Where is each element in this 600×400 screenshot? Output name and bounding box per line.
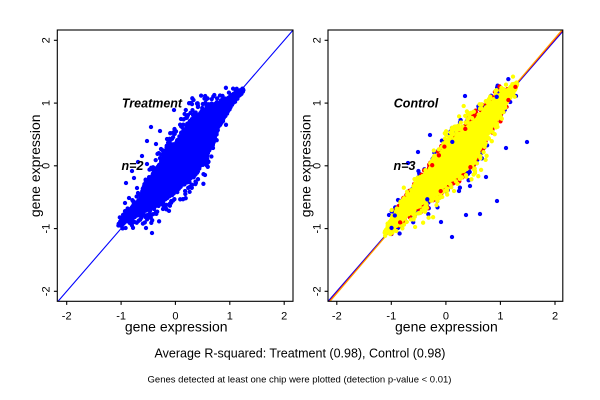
svg-text:n=2: n=2 xyxy=(122,159,144,173)
svg-text:1: 1 xyxy=(227,310,233,322)
svg-text:-1: -1 xyxy=(41,224,53,234)
svg-text:-2: -2 xyxy=(332,310,342,322)
svg-text:1: 1 xyxy=(311,100,323,106)
svg-text:-1: -1 xyxy=(311,224,323,234)
svg-text:Treatment: Treatment xyxy=(122,96,183,110)
svg-text:2: 2 xyxy=(311,37,323,43)
svg-text:gene expression: gene expression xyxy=(125,319,228,335)
svg-text:2: 2 xyxy=(281,310,287,322)
svg-text:Control: Control xyxy=(394,96,439,110)
svg-text:-2: -2 xyxy=(62,310,72,322)
svg-text:-1: -1 xyxy=(116,310,126,322)
svg-text:gene expression: gene expression xyxy=(298,114,314,217)
svg-text:Average R-squared: Treatment (: Average R-squared: Treatment (0.98), Con… xyxy=(155,346,446,360)
svg-text:0: 0 xyxy=(311,163,323,169)
svg-text:-1: -1 xyxy=(386,310,396,322)
svg-text:2: 2 xyxy=(41,37,53,43)
svg-text:Genes detected at least one ch: Genes detected at least one chip were pl… xyxy=(148,375,452,386)
svg-text:0: 0 xyxy=(41,163,53,169)
svg-text:gene expression: gene expression xyxy=(27,114,43,217)
svg-text:1: 1 xyxy=(497,310,503,322)
svg-text:2: 2 xyxy=(552,310,558,322)
svg-text:0: 0 xyxy=(172,310,178,322)
svg-text:gene expression: gene expression xyxy=(395,319,498,335)
svg-text:n=3: n=3 xyxy=(394,159,416,173)
svg-text:-2: -2 xyxy=(311,286,323,296)
svg-text:-2: -2 xyxy=(41,286,53,296)
svg-text:1: 1 xyxy=(41,100,53,106)
svg-text:0: 0 xyxy=(443,310,449,322)
